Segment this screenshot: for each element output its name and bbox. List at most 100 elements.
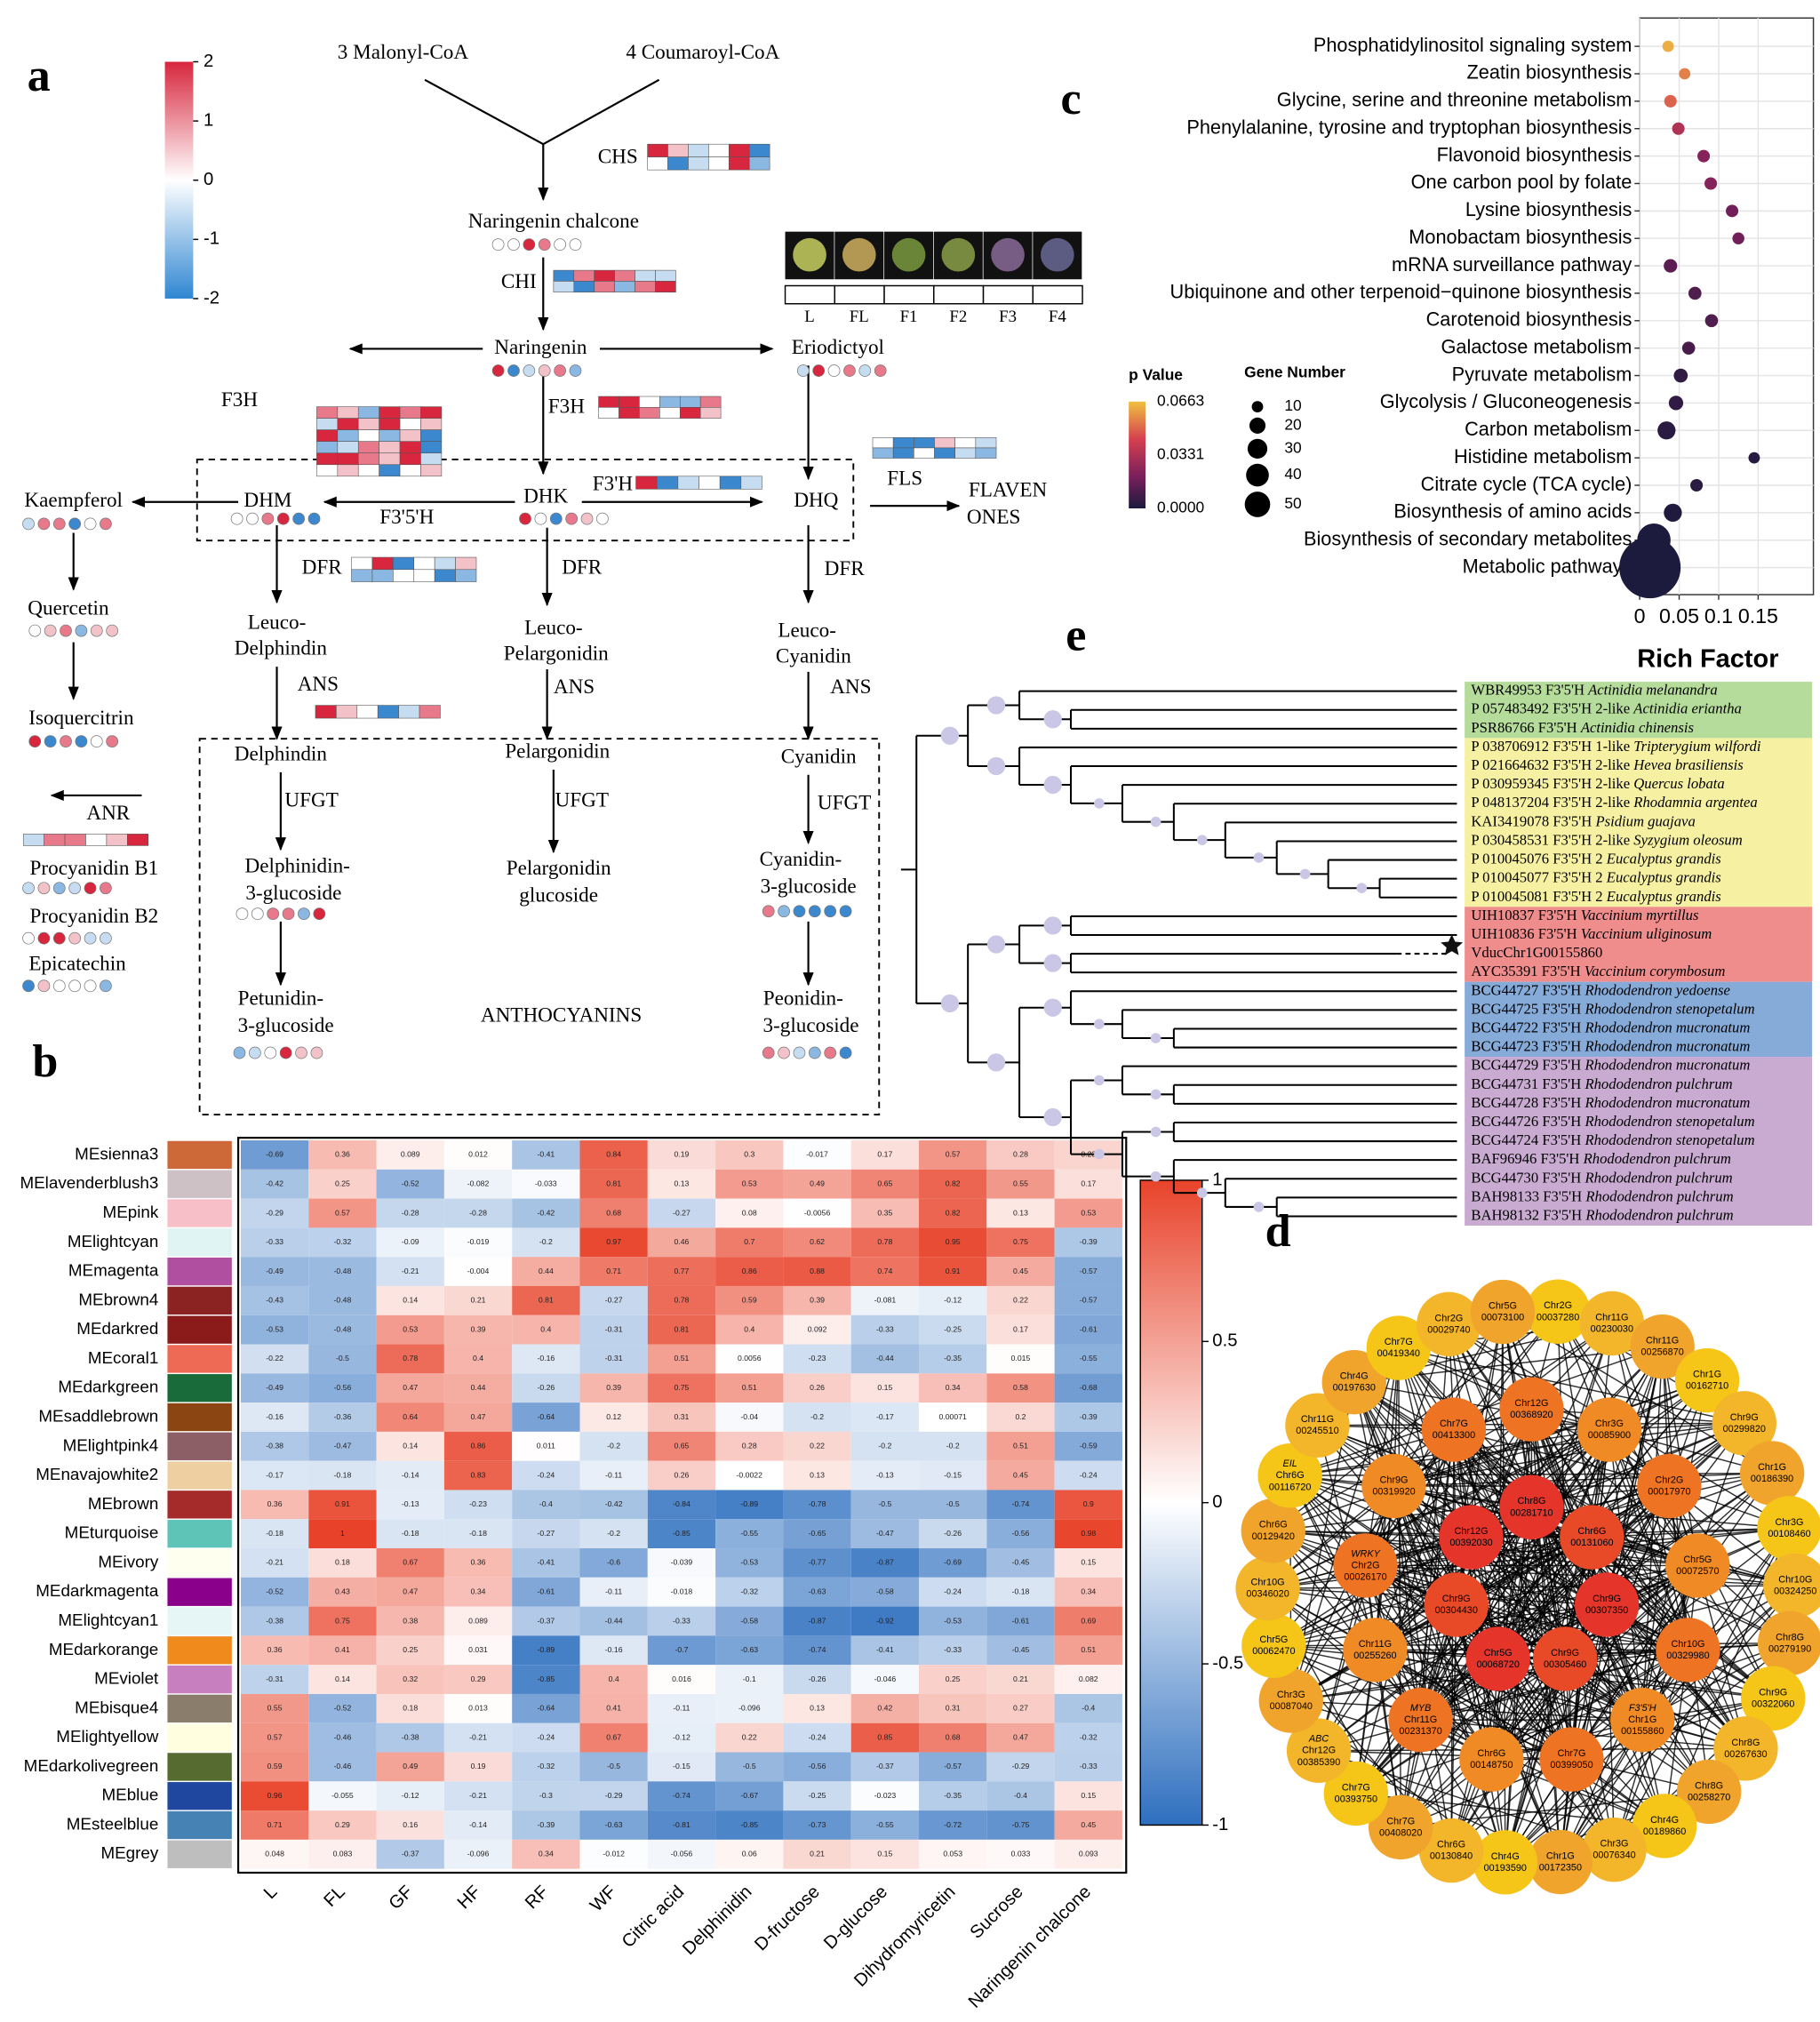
dot (1704, 314, 1719, 328)
panel-letter: b (32, 1036, 58, 1087)
fruit (991, 237, 1025, 272)
module-swatch (167, 1432, 232, 1460)
cell-label: 0.98 (1081, 1529, 1096, 1538)
cell-label: -0.41 (876, 1645, 894, 1654)
network-edge (1448, 1323, 1499, 1659)
heatmap-cell (783, 1781, 851, 1811)
expression-dot (778, 905, 790, 918)
heatmap-cell (240, 1635, 309, 1666)
node-label: Chr10G 00329980 (1666, 1639, 1709, 1661)
heatmap-cell (308, 1752, 377, 1782)
node-label: Chr12G 00392030 (1449, 1526, 1492, 1548)
cell-label: -0.35 (944, 1354, 962, 1363)
node-label-line: 00068720 (1477, 1659, 1520, 1670)
heatmap-cell (512, 1839, 580, 1869)
node-label-line: 00037280 (1537, 1312, 1579, 1323)
bootstrap (1299, 868, 1311, 880)
pathway-label: Cyanidin- (760, 848, 842, 871)
dot (1668, 396, 1684, 411)
expression-cell (954, 447, 977, 459)
heatmap-cell (850, 1140, 920, 1170)
leaf-id: BCG44731 F3'5'H (1471, 1075, 1581, 1092)
expression-dot (60, 735, 72, 747)
pathway-label: Kaempferol (24, 489, 123, 512)
heatmap-cell (579, 1403, 648, 1432)
expression-cell (553, 281, 575, 293)
heatmap-cell (986, 1752, 1055, 1782)
heatmap-cell (1054, 1606, 1122, 1636)
heatmap-cell (308, 1693, 377, 1723)
expression-cell (729, 143, 750, 157)
network-node (1574, 1572, 1640, 1637)
pathway-label: Isoquercitrin (28, 707, 134, 730)
expression-cell (357, 406, 379, 419)
expression-cell (420, 452, 443, 466)
heatmap-cell (986, 1635, 1055, 1666)
heatmap-cell (512, 1257, 580, 1286)
heatmap-cell (443, 1781, 513, 1811)
heatmap-cell (986, 1490, 1055, 1520)
expression-cell (635, 476, 658, 490)
cell-label: -0.72 (944, 1820, 962, 1829)
heatmap-cell (986, 1606, 1055, 1636)
expression-dot (843, 364, 856, 377)
leaf-species: Rhododendron pulchrum (1584, 1075, 1732, 1092)
cell-label: -0.33 (876, 1324, 894, 1333)
expression-dot (251, 907, 264, 921)
heatmap-cell (579, 1839, 648, 1869)
heatmap-cell (647, 1403, 716, 1432)
expression-cell (393, 569, 415, 582)
expression-dot (554, 238, 566, 252)
network-node (1577, 1397, 1642, 1462)
heatmap-cell (783, 1373, 851, 1403)
expression-cell (106, 834, 128, 846)
module-swatch (167, 1199, 232, 1227)
heatmap-cell (1054, 1665, 1122, 1694)
heatmap-cell (919, 1198, 987, 1228)
node-label: Chr11G 00255260 (1353, 1639, 1396, 1661)
node-label-line: 00026170 (1344, 1571, 1386, 1582)
node-label-line: Chr8G (1776, 1632, 1804, 1642)
cell-label: 0.26 (675, 1470, 690, 1479)
heatmap-cell (715, 1227, 784, 1258)
cell-label: 0.39 (810, 1296, 825, 1305)
heatmap-cell (647, 1665, 716, 1694)
expression-dot (282, 907, 295, 921)
expression-cell (594, 281, 615, 293)
expression-dot (90, 624, 103, 637)
color-legend (1129, 401, 1146, 509)
stage-box (1032, 284, 1083, 305)
node-label: Chr6G 00131060 (1570, 1526, 1613, 1548)
leaf-species: Rhododendron mucronatum (1584, 1037, 1750, 1054)
cell-label: 0.83 (471, 1470, 486, 1479)
leaf-label: BCG44729 F3'5'H Rhododendron mucronatum (1471, 1056, 1750, 1073)
pathway-label: Leuco- (524, 616, 583, 639)
cell-label: -0.21 (402, 1267, 419, 1275)
cell-label: -0.48 (334, 1296, 352, 1305)
heatmap-cell (240, 1431, 309, 1461)
expression-cell (655, 269, 676, 282)
row-label: MElavenderblush3 (20, 1173, 158, 1192)
heatmap-cell (783, 1606, 851, 1636)
expression-cell (351, 569, 373, 582)
bootstrap (1094, 1019, 1105, 1029)
cell-label: -0.42 (266, 1179, 283, 1188)
leaf-species: Eucalyptus grandis (1606, 868, 1721, 885)
dot (1619, 537, 1681, 599)
cell-label: -0.056 (671, 1850, 693, 1858)
colorbar (164, 61, 194, 299)
node-label: Chr11G 00230030 (1591, 1312, 1633, 1334)
heatmap-cell (986, 1577, 1055, 1607)
cell-label: 0.82 (946, 1179, 961, 1188)
network-edge (1606, 1347, 1664, 1605)
heatmap-cell (579, 1635, 648, 1666)
cell-label: -0.2 (878, 1442, 891, 1451)
leaf-label: AYC35391 F3'5'H Vaccinium corymbosum (1471, 963, 1725, 979)
cell-label: 0.048 (265, 1850, 284, 1858)
leaf-species: Syzygium oleosum (1633, 831, 1742, 848)
heatmap-cell (919, 1519, 987, 1549)
node-label: Chr9G 00304430 (1435, 1594, 1478, 1616)
heatmap-cell (579, 1198, 648, 1228)
expression-cell (44, 834, 66, 846)
cell-label: 0.82 (946, 1208, 961, 1217)
